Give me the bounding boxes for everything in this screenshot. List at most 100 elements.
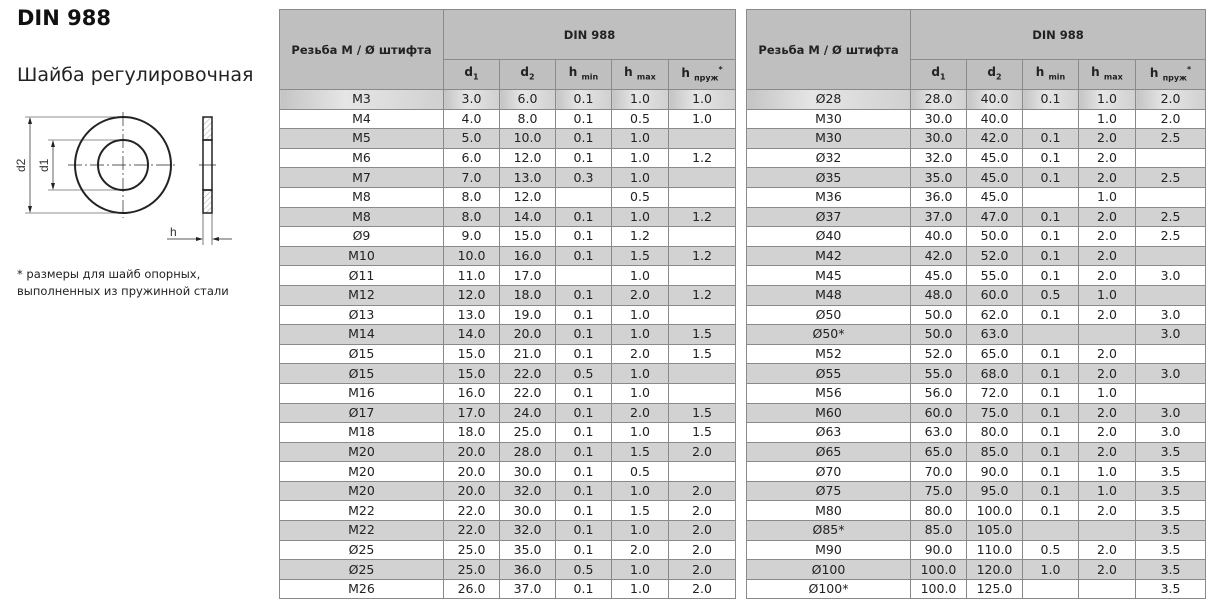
value-cell: 15.0 — [499, 226, 556, 247]
header-symbol: h — [1149, 66, 1159, 81]
header-symbol: d — [987, 64, 996, 79]
thread-cell: Ø15 — [279, 363, 444, 384]
value-cell: 0.5 — [1022, 539, 1079, 561]
table-row: M22 22.0 30.0 0.1 1.5 2.0 — [279, 500, 737, 522]
value-cell — [1078, 324, 1136, 345]
value-cell: 13.0 — [443, 304, 500, 326]
value-cell: 3.0 — [443, 89, 500, 110]
value-cell: 2.0 — [1078, 363, 1136, 384]
thread-cell: Ø63 — [746, 422, 911, 443]
value-cell: 0.1 — [1022, 343, 1079, 365]
value-cell: 0.1 — [1022, 128, 1079, 149]
thread-cell: Ø50* — [746, 324, 911, 345]
thread-cell: M80 — [746, 500, 911, 522]
page-subtitle: Шайба регулировочная — [17, 64, 254, 86]
thread-cell: M4 — [279, 108, 444, 130]
value-cell: 0.1 — [1022, 89, 1079, 110]
value-cell — [1078, 520, 1136, 541]
value-cell: 2.0 — [667, 500, 737, 522]
value-cell: 72.0 — [966, 382, 1023, 404]
value-cell — [667, 186, 737, 208]
value-cell: 0.1 — [1022, 245, 1079, 267]
table-row: M56 56.0 72.0 0.1 1.0 — [746, 382, 1207, 404]
value-cell — [1022, 324, 1079, 345]
value-cell — [1022, 578, 1079, 600]
thread-cell: M60 — [746, 402, 911, 424]
thread-cell: M8 — [279, 206, 444, 228]
value-cell: 0.1 — [555, 578, 612, 600]
value-cell: 1.0 — [611, 324, 669, 345]
value-cell: 48.0 — [910, 284, 967, 306]
value-cell: 16.0 — [499, 245, 556, 267]
table-row: M7 7.0 13.0 0.3 1.0 — [279, 167, 737, 188]
table-row: M30 30.0 40.0 1.0 2.0 — [746, 108, 1207, 130]
value-cell: 105.0 — [966, 520, 1023, 541]
table-row: M10 10.0 16.0 0.1 1.5 1.2 — [279, 245, 737, 267]
table-row: Ø100* 100.0 125.0 3.5 — [746, 578, 1207, 600]
header-subscript: пруж — [1162, 73, 1188, 83]
header-symbol: h — [624, 64, 633, 79]
value-cell: 0.1 — [1022, 304, 1079, 326]
table-row: Ø100 100.0 120.0 1.0 2.0 3.5 — [746, 559, 1207, 580]
value-cell: 1.0 — [667, 108, 737, 130]
value-cell: 1.0 — [611, 304, 669, 326]
value-cell: 35.0 — [910, 167, 967, 188]
value-cell — [667, 128, 737, 149]
value-cell — [1078, 578, 1136, 600]
table-row: M14 14.0 20.0 0.1 1.0 1.5 — [279, 324, 737, 345]
value-cell: 17.0 — [443, 402, 500, 424]
thread-cell: M10 — [279, 245, 444, 267]
table-row: M6 6.0 12.0 0.1 1.0 1.2 — [279, 147, 737, 169]
table-row: Ø15 15.0 21.0 0.1 2.0 1.5 — [279, 343, 737, 365]
value-cell: 2.5 — [1134, 128, 1207, 149]
value-cell: 0.1 — [555, 539, 612, 561]
value-cell: 2.0 — [1078, 441, 1136, 463]
value-cell: 0.1 — [555, 304, 612, 326]
table-row: M90 90.0 110.0 0.5 2.0 3.5 — [746, 539, 1207, 561]
value-cell: 50.0 — [966, 226, 1023, 247]
table-row: M8 8.0 12.0 0.5 — [279, 186, 737, 208]
value-cell: 12.0 — [499, 147, 556, 169]
table-row: M16 16.0 22.0 0.1 1.0 — [279, 382, 737, 404]
thread-cell: Ø75 — [746, 480, 911, 502]
value-cell: 14.0 — [499, 206, 556, 228]
value-cell — [1022, 108, 1079, 130]
table-row: M12 12.0 18.0 0.1 2.0 1.2 — [279, 284, 737, 306]
thread-cell: M5 — [279, 128, 444, 149]
value-cell: 100.0 — [966, 500, 1023, 522]
value-cell: 2.0 — [1078, 206, 1136, 228]
value-cell: 2.0 — [667, 520, 737, 541]
value-cell: 55.0 — [966, 265, 1023, 286]
value-cell: 1.2 — [611, 226, 669, 247]
value-cell: 3.0 — [1134, 324, 1207, 345]
thread-cell: M52 — [746, 343, 911, 365]
header-column: h min — [1022, 59, 1079, 90]
value-cell: 0.1 — [555, 461, 612, 482]
thread-cell: M30 — [746, 108, 911, 130]
value-cell: 0.3 — [555, 167, 612, 188]
header-thread-column: Резьба М / Ø штифта — [746, 9, 911, 90]
header-subscript: 1 — [940, 72, 946, 82]
thread-cell: Ø9 — [279, 226, 444, 247]
value-cell: 12.0 — [443, 284, 500, 306]
thread-cell: M20 — [279, 441, 444, 463]
value-cell — [555, 265, 612, 286]
value-cell: 0.1 — [555, 108, 612, 130]
value-cell: 1.0 — [611, 147, 669, 169]
value-cell: 0.1 — [555, 441, 612, 463]
value-cell: 36.0 — [499, 559, 556, 580]
table-row: Ø75 75.0 95.0 0.1 1.0 3.5 — [746, 480, 1207, 502]
header-symbol: h — [681, 66, 690, 81]
thread-cell: Ø11 — [279, 265, 444, 286]
value-cell: 37.0 — [910, 206, 967, 228]
value-cell: 1.0 — [1078, 382, 1136, 404]
value-cell: 0.1 — [1022, 500, 1079, 522]
value-cell: 45.0 — [966, 167, 1023, 188]
value-cell — [555, 186, 612, 208]
thread-cell: Ø37 — [746, 206, 911, 228]
value-cell — [1134, 147, 1207, 169]
value-cell: 0.1 — [555, 382, 612, 404]
header-symbol: d — [520, 64, 529, 79]
value-cell: 9.0 — [443, 226, 500, 247]
value-cell: 2.0 — [1078, 128, 1136, 149]
